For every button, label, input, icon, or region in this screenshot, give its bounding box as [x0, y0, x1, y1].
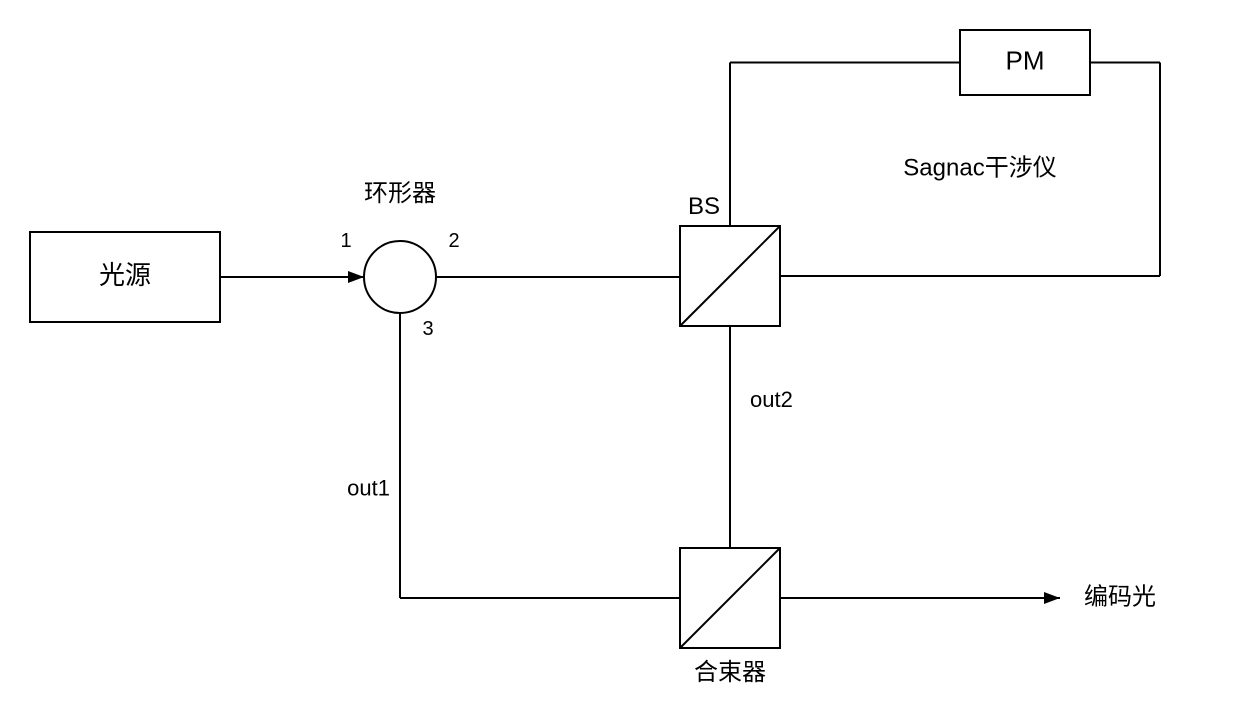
- beam-splitter-label: BS: [688, 193, 720, 220]
- circulator-port-1: 1: [340, 230, 351, 252]
- arrow-into-circulator: [348, 271, 364, 283]
- circulator: [364, 241, 436, 313]
- combiner-diagonal: [680, 548, 780, 648]
- combiner-label: 合束器: [694, 659, 766, 686]
- pm-label: PM: [1006, 45, 1045, 75]
- arrow-encoded-out: [1044, 592, 1060, 604]
- circulator-port-2: 2: [448, 230, 459, 252]
- light-source-label: 光源: [99, 260, 151, 290]
- circulator-label: 环形器: [364, 180, 436, 207]
- encoded-light-label: 编码光: [1084, 583, 1156, 610]
- beam-splitter-diagonal: [680, 226, 780, 326]
- circulator-port-3: 3: [422, 318, 433, 340]
- sagnac-label: Sagnac干涉仪: [903, 155, 1056, 182]
- out1-label: out1: [347, 476, 390, 501]
- out2-label: out2: [750, 387, 793, 412]
